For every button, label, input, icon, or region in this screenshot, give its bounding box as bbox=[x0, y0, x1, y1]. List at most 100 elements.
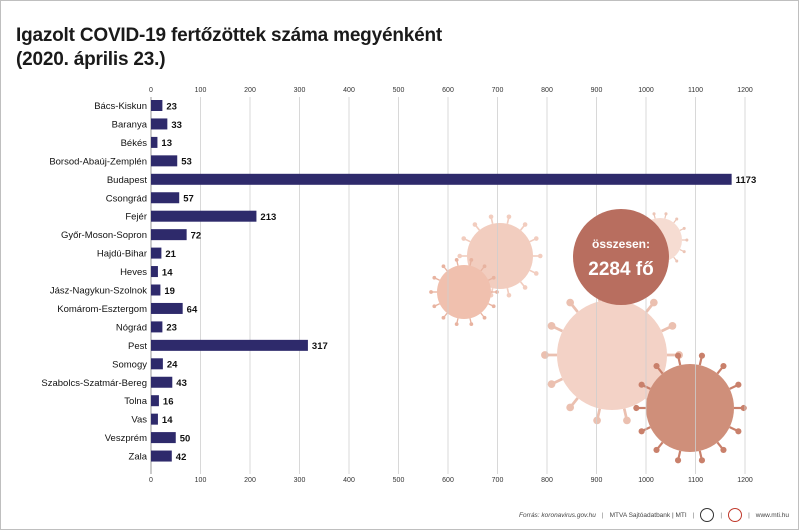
virus-spike-tip bbox=[638, 381, 645, 388]
total-badge-circle bbox=[573, 209, 669, 305]
virus-spike-tip bbox=[469, 322, 474, 327]
x-tick-label-top: 200 bbox=[244, 87, 256, 94]
virus-spike-tip bbox=[735, 428, 742, 435]
x-axis-ticks: 0 0 100 100 200 200 300 300 400 400 500 500 600 600 70… bbox=[149, 87, 753, 484]
x-tick-label-bottom: 400 bbox=[343, 477, 355, 484]
category-label: Bács-Kiskun bbox=[94, 101, 147, 112]
virus-spike-tip bbox=[682, 250, 686, 254]
virus-spike-tip bbox=[735, 381, 742, 388]
category-label: Pest bbox=[128, 341, 147, 352]
virus-spike-tip bbox=[441, 264, 446, 269]
virus-spike-tip bbox=[740, 404, 747, 412]
category-label: Szabolcs-Szatmár-Bereg bbox=[41, 378, 147, 389]
x-tick-label-top: 1100 bbox=[688, 87, 703, 94]
x-tick-label-bottom: 700 bbox=[492, 477, 504, 484]
bar bbox=[151, 376, 173, 388]
virus-spike-tip bbox=[698, 352, 706, 359]
total-badge: összesen: 2284 fő bbox=[573, 209, 669, 305]
total-value: 2284 fő bbox=[588, 259, 653, 280]
bar bbox=[151, 136, 158, 148]
virus-spike-tip bbox=[482, 264, 487, 269]
x-tick-label-bottom: 500 bbox=[393, 477, 405, 484]
virus-spike-tip bbox=[566, 298, 575, 307]
virus-spike-tip bbox=[472, 222, 478, 227]
bar-value-label: 21 bbox=[165, 249, 176, 260]
bar-value-label: 24 bbox=[167, 360, 178, 371]
bar-value-label: 317 bbox=[312, 341, 328, 352]
bar bbox=[151, 173, 732, 185]
bar bbox=[151, 413, 158, 425]
bar bbox=[151, 266, 158, 278]
bar bbox=[151, 302, 183, 314]
bar-value-label: 19 bbox=[164, 286, 175, 297]
category-label: Somogy bbox=[112, 359, 147, 370]
virus-spike-tip bbox=[566, 403, 575, 412]
bar-value-label: 23 bbox=[166, 101, 177, 112]
category-label: Békés bbox=[121, 138, 148, 149]
virus-spike-tip bbox=[432, 304, 437, 309]
virus-spike-tip bbox=[638, 428, 645, 435]
bar-value-label: 33 bbox=[171, 120, 182, 131]
virus-spike-tip bbox=[633, 404, 640, 412]
x-tick-label-top: 1200 bbox=[737, 87, 753, 94]
category-label: Jász-Nagykun-Szolnok bbox=[50, 286, 147, 297]
bar-value-label: 42 bbox=[176, 452, 187, 463]
footer-credit: MTVA Sajtóadatbank | MTI bbox=[609, 511, 687, 519]
virus-spike-tip bbox=[668, 322, 677, 330]
virus-spike-tip bbox=[720, 362, 727, 370]
x-tick-label-bottom: 0 bbox=[149, 477, 153, 484]
bar bbox=[151, 247, 162, 259]
bar-value-label: 53 bbox=[181, 157, 192, 168]
bar bbox=[151, 339, 308, 351]
footer-separator: | bbox=[748, 511, 750, 519]
x-tick-label-top: 300 bbox=[294, 87, 306, 94]
bar-value-label: 13 bbox=[161, 138, 172, 149]
x-tick-label-bottom: 900 bbox=[591, 477, 603, 484]
footer-separator: | bbox=[720, 511, 723, 519]
bar-value-label: 23 bbox=[166, 323, 177, 334]
virus-spike-tip bbox=[461, 236, 467, 241]
title-line-2: (2020. április 23.) bbox=[16, 49, 166, 70]
chart-title: Igazolt COVID-19 fertőzöttek száma megyé… bbox=[16, 24, 442, 72]
x-tick-label-top: 800 bbox=[541, 87, 553, 94]
virus-spike-tip bbox=[623, 416, 631, 425]
virus-spike-tip bbox=[593, 416, 601, 425]
category-label: Győr-Moson-Sopron bbox=[61, 230, 147, 241]
virus-spike-tip bbox=[457, 253, 463, 259]
x-tick-label-top: 100 bbox=[195, 87, 207, 94]
footer: Forrás: koronavirus.gov.hu | MTVA Sajtóa… bbox=[519, 506, 789, 524]
virus-spike-tip bbox=[649, 298, 658, 307]
bar bbox=[151, 155, 178, 167]
bar-value-label: 72 bbox=[191, 230, 202, 241]
bars: Bács-Kiskun 23 Baranya 33 Békés 13 Borsod-Abaú… bbox=[41, 100, 756, 463]
virus-spike-tip bbox=[522, 285, 528, 290]
mtva-logo-icon bbox=[700, 508, 715, 522]
total-label: összesen: bbox=[592, 237, 650, 251]
footer-site: www.mti.hu bbox=[755, 511, 789, 519]
category-label: Borsod-Abaúj-Zemplén bbox=[49, 156, 147, 167]
category-label: Fejér bbox=[125, 212, 147, 223]
virus-spike-tip bbox=[547, 380, 556, 388]
x-tick-label-top: 500 bbox=[393, 87, 405, 94]
x-tick-label-bottom: 800 bbox=[541, 477, 553, 484]
x-tick-label-bottom: 1000 bbox=[638, 477, 654, 484]
virus-spike-tip bbox=[674, 457, 682, 464]
virus-spike-tip bbox=[533, 271, 539, 276]
bar-value-label: 43 bbox=[176, 378, 187, 389]
category-label: Nógrád bbox=[116, 322, 147, 333]
virus-spike-tip bbox=[682, 226, 686, 230]
bar bbox=[151, 321, 163, 333]
bar bbox=[151, 284, 161, 296]
virus-spike-tip bbox=[432, 275, 437, 280]
virus-spike-tip bbox=[429, 290, 433, 294]
virus-spike-tip bbox=[441, 315, 446, 320]
footer-source: Forrás: koronavirus.gov.hu bbox=[519, 511, 596, 519]
bar-value-label: 1173 bbox=[736, 175, 757, 186]
category-label: Csongrád bbox=[106, 193, 147, 204]
virus-spike-tip bbox=[653, 446, 660, 454]
virus-spike-tip bbox=[720, 446, 727, 454]
virus-spike-tip bbox=[533, 236, 539, 241]
bar-value-label: 64 bbox=[187, 304, 198, 315]
virus-spike-tip bbox=[685, 238, 689, 242]
